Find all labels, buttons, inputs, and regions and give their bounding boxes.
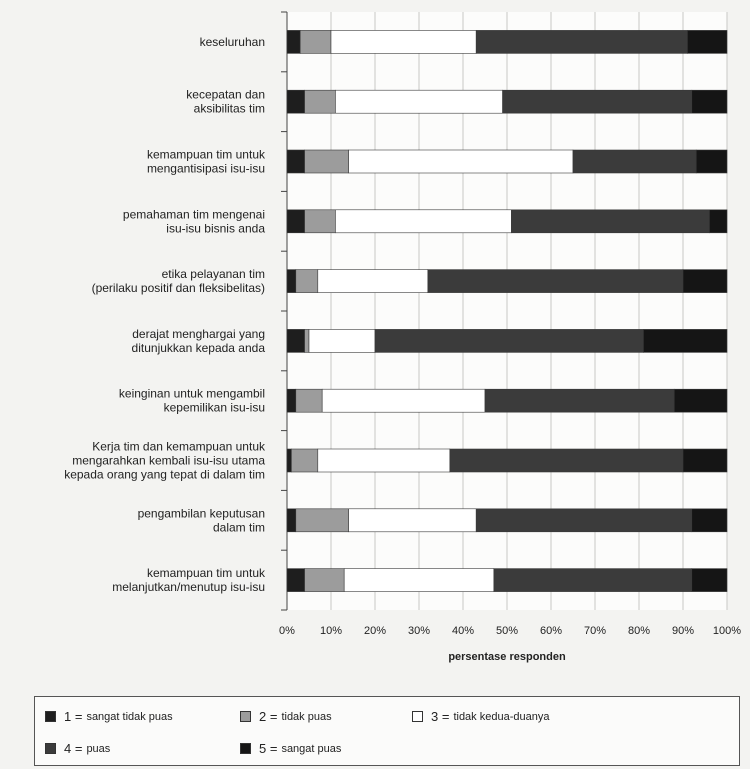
bar-segment — [493, 568, 693, 592]
bar-segment — [304, 568, 345, 592]
category-label: keseluruhan — [200, 35, 265, 49]
bar-segment — [335, 209, 512, 234]
bar-segment — [691, 568, 728, 592]
bar-segment — [427, 269, 684, 293]
bar-segment — [484, 388, 675, 413]
x-tick-label: 20% — [364, 625, 386, 637]
bar-segment — [304, 209, 336, 234]
bar-segment — [691, 508, 728, 533]
bar-segment — [286, 568, 305, 592]
category-label: etika pelayanan tim (perilaku positif dan… — [92, 267, 265, 295]
legend-code-1: 1 = — [64, 709, 83, 724]
bar-segment — [286, 209, 305, 234]
x-tick-label: 10% — [320, 625, 342, 637]
bar-segment — [304, 149, 349, 174]
category-label: keinginan untuk mengambil kepemilikan isu… — [119, 387, 265, 415]
bar-segment — [673, 388, 728, 413]
bar-segment — [317, 269, 429, 293]
legend-item-1: 1 = sangat tidak puas — [45, 709, 173, 724]
bar-segment — [511, 209, 710, 234]
bar-segment — [695, 149, 728, 174]
legend-code-5: 5 = — [259, 741, 278, 756]
bar-segment — [643, 329, 728, 353]
bar-segment — [374, 329, 644, 353]
legend-label-5: sangat puas — [281, 742, 342, 755]
category-label: kemampuan tim untuk mengantisipasi isu-is… — [147, 148, 266, 176]
bar-segment — [330, 30, 477, 54]
category-label: pemahaman tim mengenai isu-isu bisnis and… — [123, 207, 265, 235]
x-tick-label: 60% — [540, 625, 562, 637]
bar-segment — [295, 269, 319, 293]
x-tick-label: 30% — [408, 625, 430, 637]
x-tick-label: 80% — [628, 625, 650, 637]
bar-segment — [449, 448, 684, 473]
bar-segment — [687, 30, 728, 54]
bar-segment — [299, 30, 332, 54]
bar-segment — [317, 448, 451, 473]
legend-code-4: 4 = — [64, 741, 83, 756]
bar-segment — [286, 269, 297, 293]
legend: 1 = sangat tidak puas 2 = tidak puas 3 =… — [34, 696, 740, 766]
bar-segment — [502, 89, 693, 114]
bar-segment — [286, 30, 301, 54]
bar-segment — [308, 329, 376, 353]
bar-segment — [286, 89, 305, 114]
category-label: kecepatan dan aksibilitas tim — [186, 88, 265, 116]
bar-segment — [304, 89, 336, 114]
legend-code-3: 3 = — [431, 709, 450, 724]
bar-segment — [572, 149, 697, 174]
bar-segment — [682, 269, 728, 293]
bar-segment — [304, 329, 310, 353]
x-tick-label: 0% — [279, 625, 295, 637]
legend-swatch-4 — [45, 743, 56, 754]
legend-label-4: puas — [86, 742, 111, 755]
legend-item-2: 2 = tidak puas — [240, 709, 332, 724]
category-label: pengambilan keputusan dalam tim — [138, 506, 265, 534]
category-label: derajat menghargai yang ditunjukkan kepad… — [132, 327, 266, 355]
stacked-bar-chart: keseluruhan kecepatan dan aksibilitas tim k… — [64, 11, 741, 663]
bar-segment — [343, 568, 495, 592]
bar-segment — [295, 508, 349, 533]
bar-segment — [691, 89, 728, 114]
legend-code-2: 2 = — [259, 709, 278, 724]
bar-segment — [286, 329, 305, 353]
x-tick-label: 70% — [584, 625, 606, 637]
x-tick-label: 50% — [496, 625, 518, 637]
legend-label-2: tidak puas — [281, 710, 332, 723]
legend-item-5: 5 = sangat puas — [240, 741, 341, 756]
legend-swatch-3 — [412, 711, 423, 722]
legend-label-1: sangat tidak puas — [86, 710, 173, 723]
bar-segment — [286, 388, 297, 413]
bar-segment — [335, 89, 503, 114]
legend-item-4: 4 = puas — [45, 741, 110, 756]
bar-segment — [291, 448, 319, 473]
x-tick-label: 100% — [713, 625, 741, 637]
legend-swatch-5 — [240, 743, 251, 754]
bar-segment — [286, 448, 292, 473]
bar-segment — [348, 149, 574, 174]
bar-segment — [682, 448, 728, 473]
bar-segment — [475, 30, 688, 54]
bar-segment — [348, 508, 477, 533]
category-label: kemampuan tim untuk melanjutkan/menutup i… — [112, 566, 266, 594]
category-label: Kerja tim dan kemampuan untuk mengarahkan… — [64, 440, 266, 482]
x-tick-label: 90% — [672, 625, 694, 637]
legend-swatch-1 — [45, 711, 56, 722]
bar-segment — [286, 508, 297, 533]
bar-segment — [295, 388, 323, 413]
legend-item-3: 3 = tidak kedua-duanya — [412, 709, 549, 724]
bar-segment — [321, 388, 486, 413]
legend-label-3: tidak kedua-duanya — [453, 710, 550, 723]
bar-segment — [709, 209, 728, 234]
bar-segment — [286, 149, 305, 174]
bar-segment — [475, 508, 693, 533]
x-axis-label: persentase responden — [448, 651, 566, 663]
x-tick-label: 40% — [452, 625, 474, 637]
legend-swatch-2 — [240, 711, 251, 722]
